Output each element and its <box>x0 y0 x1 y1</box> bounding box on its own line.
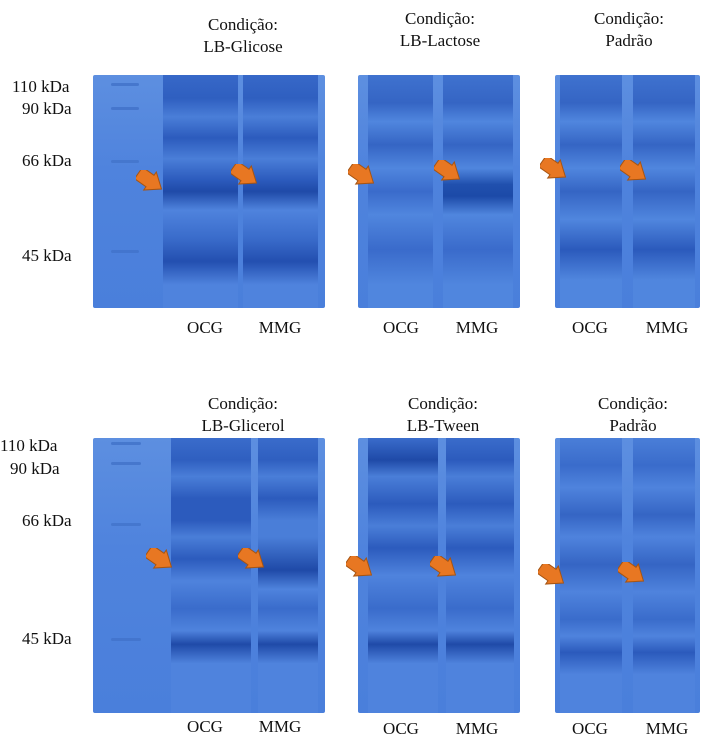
gel-lb-lactose <box>358 75 520 308</box>
lane-label: OCG <box>572 719 608 738</box>
arrow-icon <box>620 160 647 181</box>
title-lb-glicerol: Condição: LB-Glicerol <box>201 394 285 435</box>
gel-padrao-top <box>555 75 700 308</box>
lane-label: OCG <box>383 318 419 337</box>
lane-label: MMG <box>645 719 689 738</box>
marker-45-bottom: 45 kDa <box>22 629 72 648</box>
arrow-icon <box>146 548 173 569</box>
marker-90-bottom: 90 kDa <box>10 459 60 478</box>
lane-label: OCG <box>572 318 608 337</box>
lane-label: MMG <box>455 719 499 738</box>
marker-66-bottom: 66 kDa <box>22 511 72 530</box>
arrow-icon <box>348 164 375 185</box>
arrow-icon <box>238 548 265 569</box>
arrow-icon <box>538 564 565 585</box>
marker-110-top: 110 kDa <box>12 77 70 96</box>
title-padrao-top: Condição: Padrão <box>594 9 664 50</box>
arrow-icon <box>231 164 258 185</box>
arrow-icon <box>540 158 567 179</box>
title-lb-lactose: Condição: LB-Lactose <box>399 9 481 50</box>
gel-lb-glicose <box>93 75 325 308</box>
marker-110-bottom: 110 kDa <box>0 436 58 455</box>
title-padrao-bottom: Condição: Padrão <box>598 394 668 435</box>
arrow-icon <box>434 160 461 181</box>
title-lb-glicose: Condição: LB-Glicose <box>203 15 283 56</box>
arrow-icon <box>346 556 373 577</box>
lane-label: OCG <box>187 717 223 736</box>
marker-66-top: 66 kDa <box>22 151 72 170</box>
marker-45-top: 45 kDa <box>22 246 72 265</box>
lane-label: MMG <box>258 717 302 736</box>
arrow-icon <box>136 170 163 191</box>
lane-label: MMG <box>258 318 302 337</box>
title-lb-tween: Condição: LB-Tween <box>406 394 480 435</box>
lane-label: MMG <box>455 318 499 337</box>
lane-label: MMG <box>645 318 689 337</box>
marker-90-top: 90 kDa <box>22 99 72 118</box>
lane-label: OCG <box>187 318 223 337</box>
lane-label: OCG <box>383 719 419 738</box>
arrow-icon <box>430 556 457 577</box>
arrow-icon <box>618 562 645 583</box>
gel-lb-glicerol <box>93 438 325 713</box>
